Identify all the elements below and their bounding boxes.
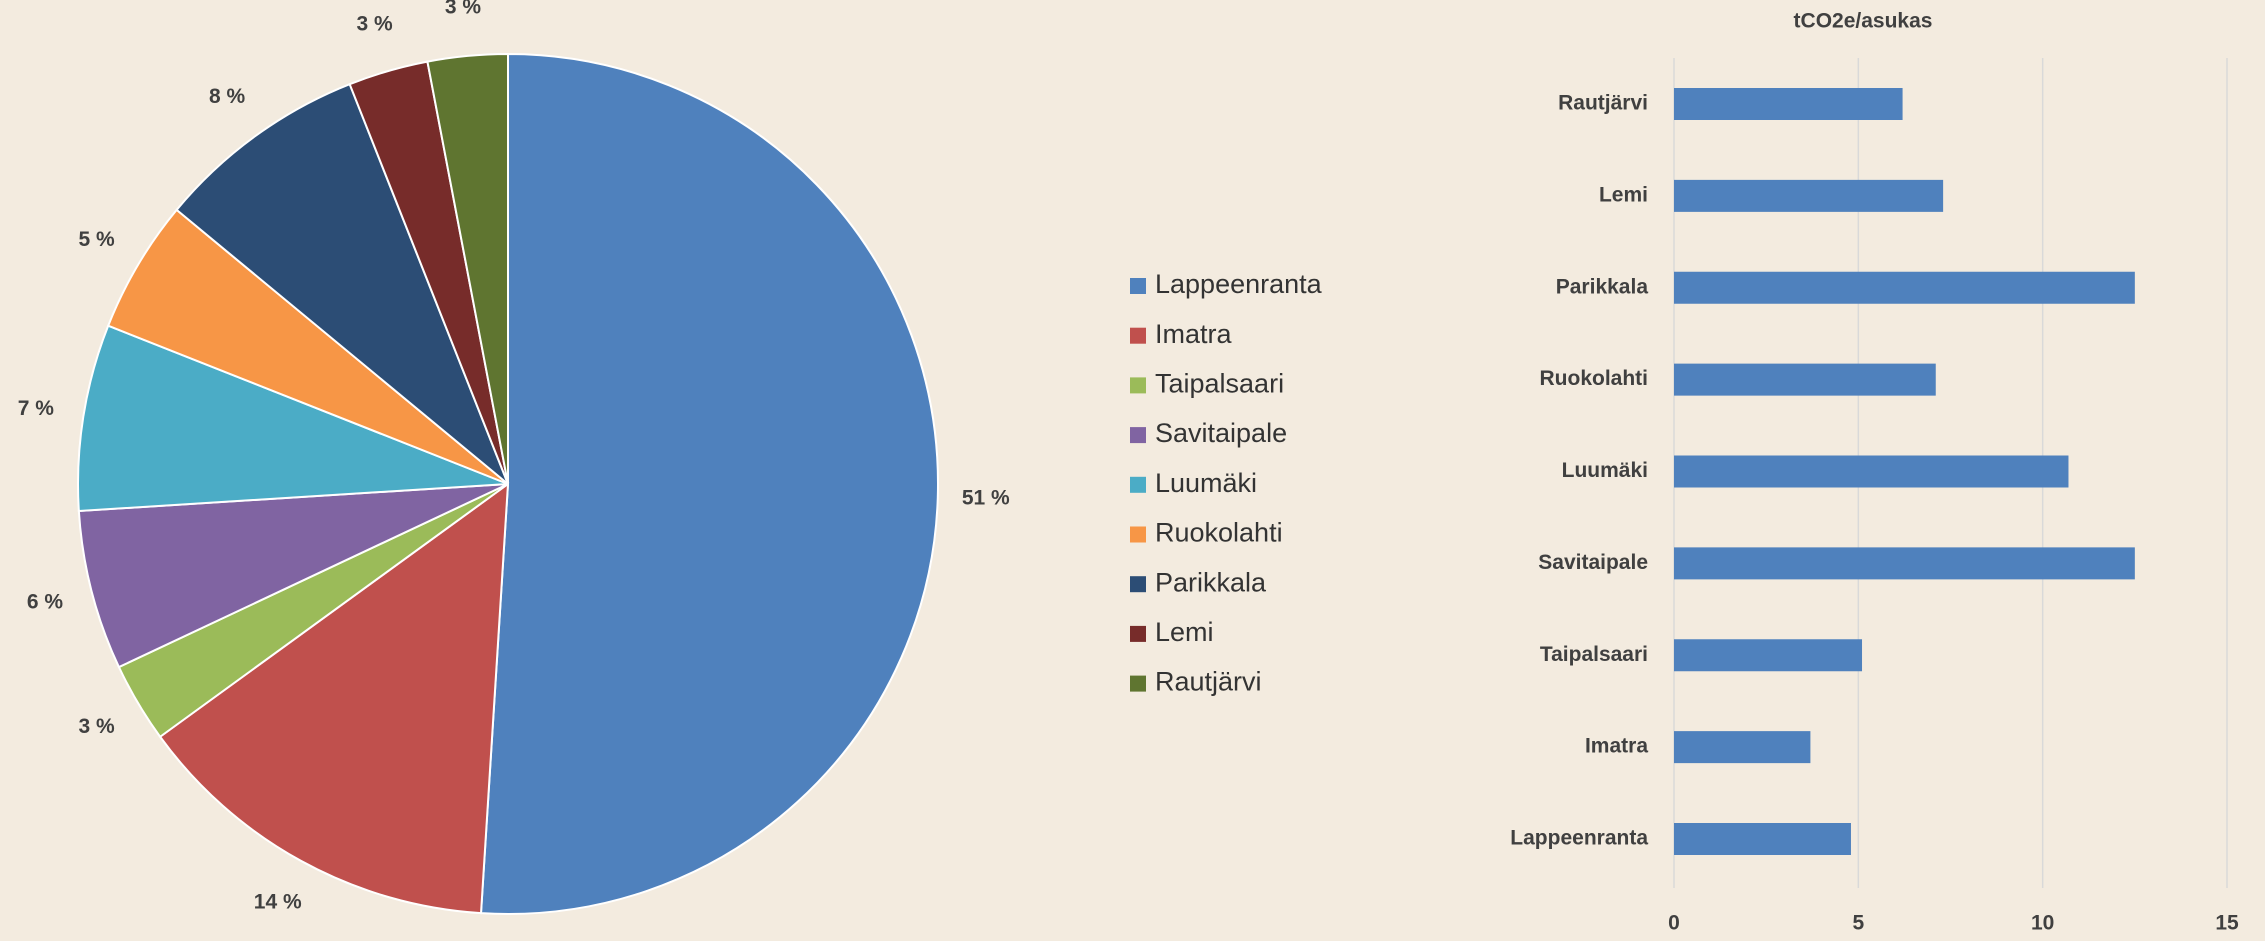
y-tick-label: Imatra: [1585, 735, 1648, 758]
legend-label: Taipalsaari: [1155, 369, 1284, 399]
legend-label: Lemi: [1155, 617, 1214, 647]
legend-swatch: [1130, 427, 1146, 444]
pie-slice: [158, 481, 510, 915]
legend-swatch: [1130, 526, 1146, 543]
pie-slice: [77, 324, 509, 513]
data-label: 3 %: [357, 13, 394, 36]
legend-label: Parikkala: [1155, 567, 1267, 597]
bar: [1674, 363, 1936, 396]
bar: [1674, 179, 1944, 212]
legend-swatch: [1130, 625, 1146, 642]
data-label: 7 %: [18, 397, 55, 420]
pie-slice: [77, 483, 509, 669]
bar: [1674, 88, 1903, 120]
data-label: 14 %: [254, 890, 302, 913]
y-tick-label: Savitaipale: [1538, 551, 1648, 574]
legend-swatch: [1130, 476, 1146, 493]
data-label: 3 %: [78, 715, 115, 738]
data-label: 51 %: [962, 487, 1010, 510]
y-tick-label: Ruokolahti: [1540, 367, 1649, 390]
bar: [1674, 731, 1811, 764]
legend-label: Rautjärvi: [1155, 667, 1262, 697]
y-tick-label: Luumäki: [1562, 459, 1648, 482]
legend-label: Savitaipale: [1155, 418, 1287, 448]
legend-swatch: [1130, 576, 1146, 593]
legend-swatch: [1130, 327, 1146, 344]
data-label: 6 %: [27, 590, 64, 613]
y-tick-label: Parikkala: [1556, 275, 1649, 298]
bar: [1674, 455, 2069, 488]
bar: [1674, 271, 2135, 304]
legend-label: Lappeenranta: [1155, 269, 1323, 299]
pie-slice: [426, 52, 509, 485]
bar-title: tCO2e/asukas: [1794, 10, 1933, 33]
y-tick-label: Lemi: [1599, 183, 1648, 206]
data-label: 3 %: [445, 0, 482, 19]
bar: [1674, 823, 1851, 855]
x-tick-label: 10: [2031, 912, 2054, 935]
data-label: 8 %: [209, 85, 246, 108]
y-tick-label: Rautjärvi: [1558, 92, 1648, 115]
pie-slice: [479, 52, 939, 915]
x-tick-label: 0: [1668, 912, 1680, 935]
legend-label: Luumäki: [1155, 468, 1257, 498]
x-tick-label: 15: [2215, 912, 2239, 935]
y-tick-label: Lappeenranta: [1510, 827, 1648, 850]
bar: [1674, 547, 2135, 580]
data-label: 5 %: [78, 228, 115, 251]
x-tick-label: 5: [1852, 912, 1864, 935]
legend-swatch: [1130, 377, 1146, 394]
legend-label: Imatra: [1155, 319, 1233, 349]
legend-swatch: [1130, 278, 1146, 294]
y-tick-label: Taipalsaari: [1540, 643, 1648, 666]
pie-slice: [175, 82, 509, 485]
legend-swatch: [1130, 675, 1146, 692]
bar: [1674, 639, 1863, 672]
legend-label: Ruokolahti: [1155, 518, 1283, 548]
